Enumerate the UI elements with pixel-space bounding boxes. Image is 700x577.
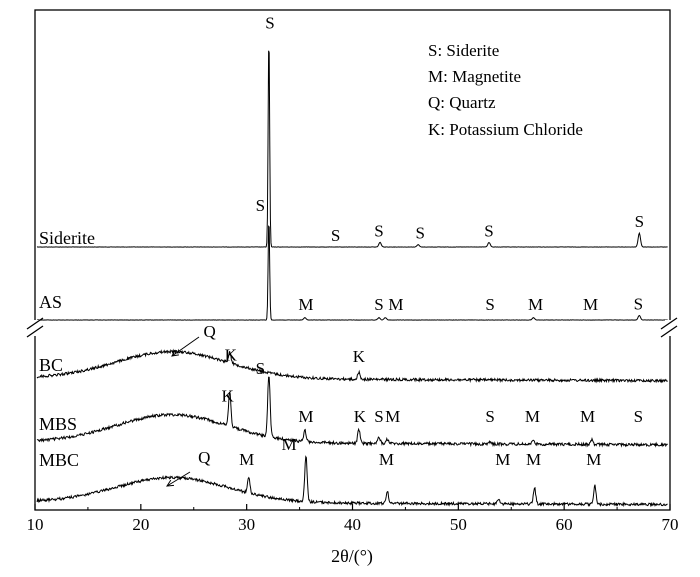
q-arrow-head-mbc [166,479,175,487]
series-label-as: AS [39,292,62,312]
axis-break-left-upper [26,317,44,330]
series-trace-siderite [36,50,668,248]
series-label-mbc: MBC [39,450,79,470]
peak-label-as-6: M [583,295,598,314]
series-label-mbs: MBS [39,414,77,434]
axis-break-marks [26,317,678,338]
peak-label-bc-1: K [225,346,238,365]
peak-label-siderite-3: S [415,224,424,243]
axis-break-left-lower [26,325,44,338]
peak-label-as-7: S [634,294,643,313]
peak-label-mbc-5: M [526,450,541,469]
q-arrow-line-bc [171,336,200,357]
peak-label-mbs-1: S [256,359,265,378]
axis-break-right-lower [660,325,678,338]
x-tick-label-20: 20 [132,515,149,534]
series-trace-mbc [36,455,668,508]
peak-label-mbs-5: M [385,407,400,426]
peak-label-bc-0: Q [203,322,215,341]
x-tick-label-50: 50 [450,515,467,534]
peak-label-siderite-0: S [265,13,274,32]
plot-frame [34,9,671,511]
x-axis-title: 2θ/(°) [331,546,373,567]
peak-label-as-0: S [256,196,265,215]
peak-label-siderite-4: S [484,221,493,240]
peak-label-bc-2: K [353,347,366,366]
q-arrow-head-bc [171,349,179,357]
peak-label-as-2: S [374,295,383,314]
legend-entry-quartz: Q: Quartz [428,93,496,112]
axis-break-gap-right [665,320,674,336]
series-labels: Siderite AS BC MBS MBC [39,228,95,470]
peak-label-mbs-2: M [298,407,313,426]
series-traces [36,50,668,508]
x-tick-label-40: 40 [344,515,361,534]
peak-label-mbs-8: M [580,407,595,426]
peak-label-as-4: S [485,295,494,314]
x-axis: 10 20 30 40 50 60 70 [27,504,679,534]
peak-label-as-1: M [298,295,313,314]
peak-label-siderite-5: S [635,212,644,231]
quartz-annotation-arrows [166,336,200,487]
axis-break-right-upper [660,317,678,330]
peak-label-siderite-2: S [374,221,383,240]
x-tick-label-30: 30 [238,515,255,534]
legend-entry-potassium-chloride: K: Potassium Chloride [428,120,583,139]
peak-label-mbc-3: M [379,450,394,469]
x-tick-label-60: 60 [556,515,573,534]
series-trace-bc [36,348,668,384]
x-tick-label-10: 10 [27,515,44,534]
peak-label-mbs-3: K [354,407,367,426]
peak-label-mbc-1: M [239,450,254,469]
peak-label-siderite-1: S [331,226,340,245]
series-label-bc: BC [39,355,63,375]
series-label-siderite: Siderite [39,228,95,248]
legend-entry-magnetite: M: Magnetite [428,67,521,86]
peak-label-mbc-2: M [281,435,296,454]
peak-label-mbs-0: K [221,387,234,406]
peak-label-mbs-4: S [374,407,383,426]
peak-label-mbs-6: S [485,407,494,426]
peak-label-mbc-0: Q [198,448,210,467]
peak-label-mbc-6: M [586,450,601,469]
peak-label-mbc-4: M [495,450,510,469]
legend: S: Siderite M: Magnetite Q: Quartz K: Po… [428,41,583,139]
legend-entry-siderite: S: Siderite [428,41,499,60]
peak-label-as-3: M [388,295,403,314]
series-trace-mbs [36,376,668,448]
x-tick-label-70: 70 [662,515,679,534]
axis-break-gap-left [31,320,40,336]
q-arrow-line-mbc [166,471,191,487]
peak-label-as-5: M [528,295,543,314]
peak-label-mbs-7: M [525,407,540,426]
peak-label-mbs-9: S [634,407,643,426]
series-trace-as [36,225,668,321]
